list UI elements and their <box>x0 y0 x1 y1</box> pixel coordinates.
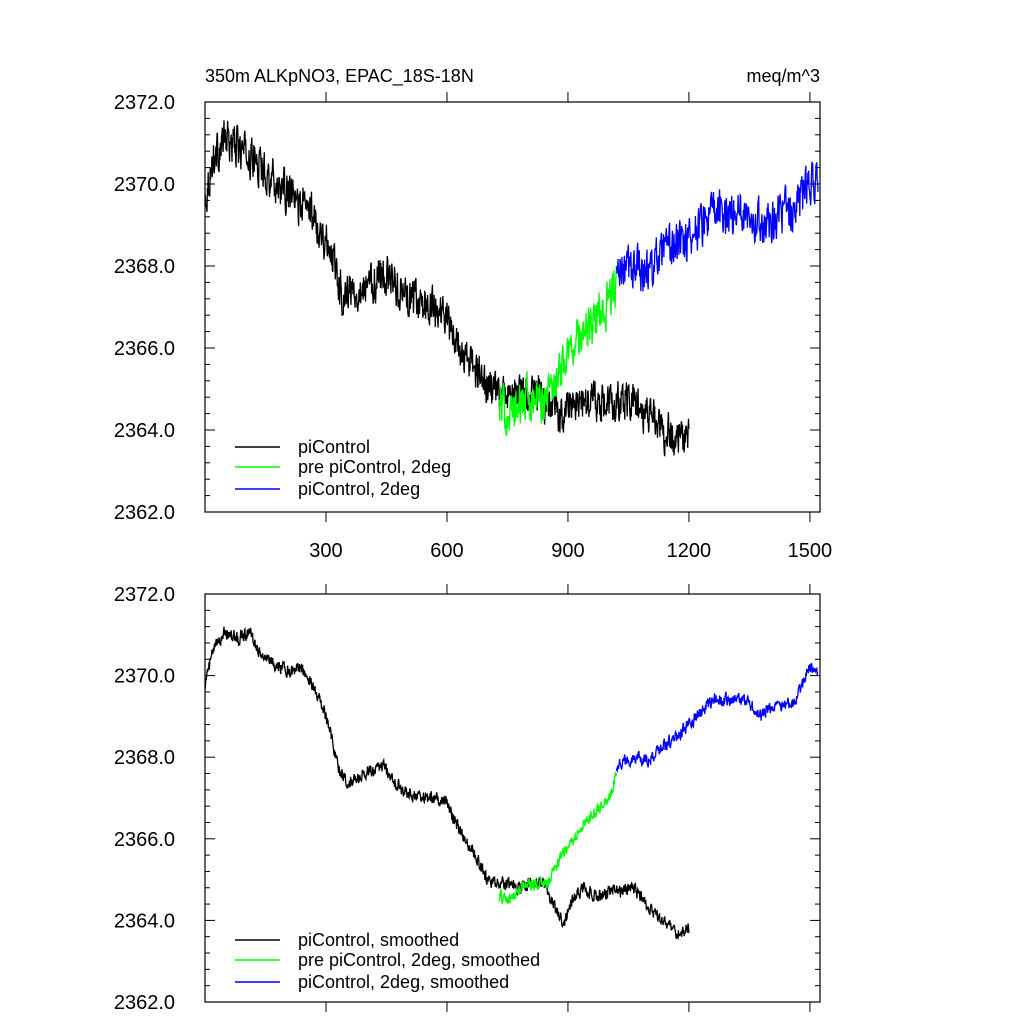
x-tick-label: 900 <box>551 540 584 562</box>
top-series <box>204 120 819 457</box>
x-tick-label: 600 <box>430 540 463 562</box>
legend-label-2: piControl, 2deg <box>298 479 420 499</box>
x-tick-label: 1200 <box>667 540 712 562</box>
top-panel: 350m ALKpNO3, EPAC_18S-18N meq/m^3 2362.… <box>114 66 832 562</box>
series-line-1 <box>498 772 617 906</box>
top-axes: 2362.0 2364.0 2366.0 2368.0 2370.0 2372.0 300 6… <box>114 92 832 562</box>
y-tick-label: 2372.0 <box>114 92 175 114</box>
plot-frame <box>204 593 821 1003</box>
series-line-2 <box>615 161 819 292</box>
series-line-2 <box>615 662 819 773</box>
legend-label-2: piControl, 2deg, smoothed <box>298 972 509 992</box>
plot-frame <box>204 101 821 513</box>
y-tick-label: 2364.0 <box>114 420 175 442</box>
y-tick-label: 2372.0 <box>114 584 175 606</box>
y-tick-label: 2368.0 <box>114 747 175 769</box>
y-tick-label: 2370.0 <box>114 666 175 688</box>
chart-units: meq/m^3 <box>747 66 820 86</box>
bottom-axes: 2362.0 2364.0 2366.0 2368.0 2370.0 2372.0 <box>114 584 821 1014</box>
legend-label-0: piControl <box>298 437 370 457</box>
y-tick-label: 2366.0 <box>114 338 175 360</box>
legend-label-1: pre piControl, 2deg, smoothed <box>298 950 540 970</box>
y-tick-label: 2362.0 <box>114 502 175 524</box>
bottom-panel: 2362.0 2364.0 2366.0 2368.0 2370.0 2372.0 piC… <box>114 584 821 1014</box>
x-tick-label: 1500 <box>788 540 833 562</box>
y-tick-label: 2364.0 <box>114 910 175 932</box>
x-tick-label: 300 <box>309 540 342 562</box>
y-tick-label: 2368.0 <box>114 256 175 278</box>
legend-label-0: piControl, smoothed <box>298 930 459 950</box>
series-line-0 <box>204 120 690 457</box>
bottom-series <box>204 626 819 940</box>
y-tick-label: 2362.0 <box>114 992 175 1014</box>
series-line-1 <box>498 265 617 436</box>
y-tick-label: 2366.0 <box>114 829 175 851</box>
y-tick-label: 2370.0 <box>114 174 175 196</box>
legend-label-1: pre piControl, 2deg <box>298 457 451 477</box>
chart-title: 350m ALKpNO3, EPAC_18S-18N <box>205 66 474 87</box>
series-line-0 <box>204 626 690 940</box>
